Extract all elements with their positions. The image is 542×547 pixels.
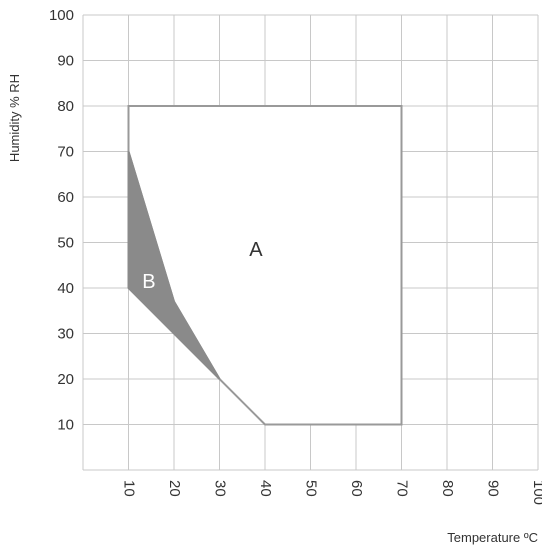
y-tick-label: 20 — [57, 371, 74, 388]
y-tick-label: 10 — [57, 417, 74, 434]
y-tick-label: 100 — [49, 7, 74, 24]
y-tick-label: 40 — [57, 280, 74, 297]
y-tick-label: 80 — [57, 98, 74, 115]
region-label-a: A — [249, 239, 263, 261]
y-tick-label: 70 — [57, 144, 74, 161]
x-tick-label: 40 — [257, 480, 274, 497]
x-tick-label: 90 — [485, 480, 502, 497]
region-a — [127, 105, 403, 426]
region-b — [127, 151, 221, 380]
y-tick-label: 90 — [57, 53, 74, 70]
y-tick-label: 30 — [57, 326, 74, 343]
x-tick-label: 70 — [394, 480, 411, 497]
region-labels: AB — [142, 239, 263, 293]
x-tick-label: 50 — [303, 480, 320, 497]
x-tick-labels: 10 20 30 40 50 60 70 80 90 100 — [121, 480, 542, 505]
x-tick-label: 60 — [348, 480, 365, 497]
x-tick-label: 30 — [212, 480, 229, 497]
regions — [127, 105, 403, 426]
x-tick-label: 10 — [121, 480, 138, 497]
x-tick-label: 20 — [166, 480, 183, 497]
x-tick-label: 100 — [530, 480, 542, 505]
x-tick-label: 80 — [439, 480, 456, 497]
y-tick-labels: 10 20 30 40 50 60 70 80 90 100 — [49, 7, 74, 434]
y-axis-label: Humidity % RH — [7, 74, 22, 162]
x-axis-label: Temperature ºC — [447, 530, 538, 545]
region-label-b: B — [142, 271, 155, 293]
y-tick-label: 50 — [57, 235, 74, 252]
y-tick-label: 60 — [57, 189, 74, 206]
